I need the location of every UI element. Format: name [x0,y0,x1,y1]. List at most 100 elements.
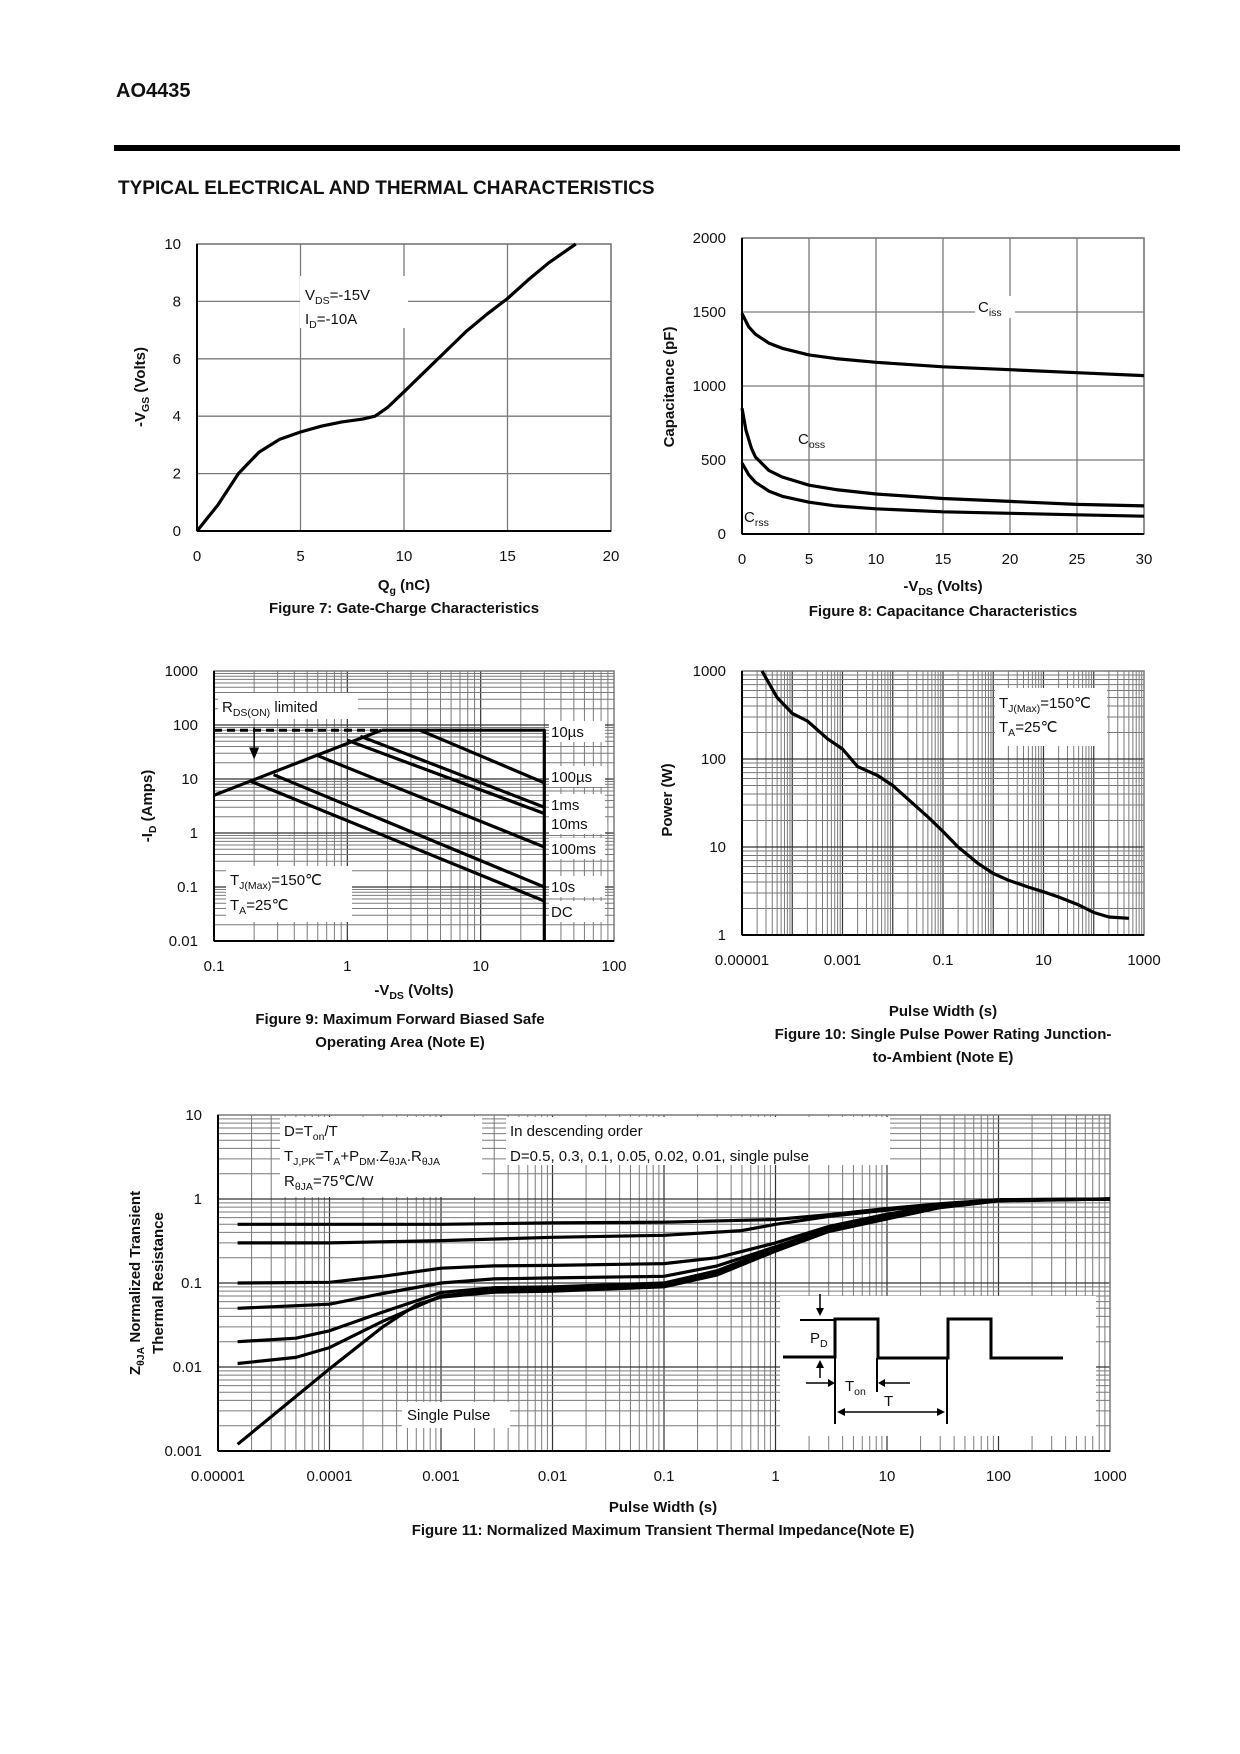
annotation-box [218,693,358,719]
series-line-0 [381,728,546,941]
series-line-3 [346,738,545,815]
series-line-6 [250,780,545,903]
x-axis-title: Pulse Width (s) [609,1499,717,1516]
text-part: Normalized Transient [127,1191,144,1347]
text-part: I [305,311,309,328]
inset-ton-label: Ton [845,1378,866,1398]
series-line-2 [359,734,545,809]
text-part: =-10A [317,311,357,328]
series-label-ciss: Ciss [978,299,1002,319]
text-part: =150℃ [271,872,322,889]
x-tick-label: 0.1 [654,1468,675,1485]
series-line-4 [317,754,545,849]
subscript: on [313,1131,325,1143]
text-part: +P [340,1148,359,1165]
annotation-box [549,721,605,742]
pulse-waveform [783,1317,1063,1360]
x-tick-label: 0.00001 [191,1468,245,1485]
subscript: A [333,1156,340,1168]
x-tick-label: 20 [603,548,620,565]
y-tick-label: 0.01 [173,1359,202,1376]
annotation-id: ID=-10A [305,311,357,331]
text-part: Z [127,1366,144,1375]
y-tick-label: 10 [181,771,198,788]
subscript: g [390,585,396,597]
annotation-ta: TA=25℃ [999,719,1057,739]
part-number: AO4435 [116,80,191,102]
x-tick-label: 0.001 [824,952,862,969]
series-line-0 [760,670,1130,920]
series-label: 10ms [551,816,588,833]
x-tick-label: 25 [1069,551,1086,568]
figure-caption: to-Ambient (Note E) [873,1049,1014,1066]
text-part: (Volts) [404,982,454,999]
text-part: =150℃ [1040,695,1091,712]
x-tick-label: 30 [1136,551,1153,568]
arrow-down-icon [249,747,260,760]
figure-8: 0 5 10 15 20 25 300500100015002000CissCossCrss… [661,230,1152,620]
annotation-rds-limited: RDS(ON) limited [222,699,318,719]
annotation-tj: TJ(Max)=150℃ [999,695,1091,715]
y-axis-title: -VGS (Volts) [132,347,152,427]
text-part: T [230,872,239,889]
text-part: V [305,287,315,304]
annotation-single-pulse: Single Pulse [407,1407,490,1424]
x-tick-label: 5 [296,548,304,565]
series-label: 10µs [551,724,584,741]
series-line-2 [740,462,1145,518]
subscript: A [1008,727,1015,739]
text-part: T [999,695,1008,712]
figure-11: 0.00001 0.0001 0.001 0.01 0.1 1 10 100 1000 0.001… [127,1107,1127,1539]
series-label-crss: Crss [744,509,769,529]
y-tick-label: 6 [173,351,181,368]
subscript: DM [359,1156,375,1168]
series-label: 100ms [551,841,596,858]
x-tick-label: 10 [868,551,885,568]
x-tick-label: 15 [935,551,952,568]
text-part: T [999,719,1008,736]
text-part: Thermal Resistance [150,1212,167,1354]
annotation-rthja: RθJA=75℃/W [284,1173,374,1193]
text-part: /T [324,1123,337,1140]
inset-pd-label: PD [810,1330,828,1350]
x-tick-label: 0.0001 [307,1468,353,1485]
subscript: J,PK [293,1156,315,1168]
y-tick-label: 4 [173,408,181,425]
series-line-0 [195,242,577,533]
series-line-1 [740,407,1145,508]
y-tick-label: 1500 [693,304,726,321]
series-line-3 [237,1197,1111,1310]
text-part: =T [315,1148,333,1165]
subscript: oss [809,439,825,451]
annotation-tj: TJ(Max)=150℃ [230,872,322,892]
y-tick-label: 1 [190,825,198,842]
annotation-box [549,766,605,787]
x-tick-label: 0.00001 [715,952,769,969]
section-title: TYPICAL ELECTRICAL AND THERMAL CHARACTER… [118,178,655,199]
figure-caption: Figure 8: Capacitance Characteristics [809,603,1077,620]
text-part: Capacitance (pF) [661,327,678,448]
text-part: (Volts) [933,578,983,595]
y-tick-label: 100 [701,751,726,768]
text-part: P [810,1330,820,1347]
y-tick-label: 0 [718,526,726,543]
text-part: R [284,1173,295,1190]
x-tick-label: 0.1 [204,958,225,975]
y-tick-label: 100 [173,717,198,734]
arrow-up-icon [816,1360,824,1368]
x-tick-label: 10 [1035,952,1052,969]
annotation-ta: TA=25℃ [230,897,288,917]
series-label: DC [551,904,573,921]
text-part: .R [407,1148,422,1165]
series-line-5 [272,773,545,889]
text-part: Single Pulse [407,1407,490,1424]
x-tick-label: 0.01 [538,1468,567,1485]
figure-caption: Figure 10: Single Pulse Power Rating Jun… [775,1026,1112,1043]
subscript: A [239,905,246,917]
y-tick-label: 0.1 [181,1275,202,1292]
annotation-box [975,296,1015,318]
x-tick-label: 1000 [1127,952,1160,969]
annotation-box [226,866,352,922]
text-part: (Amps) [139,770,156,826]
subscript: D [147,825,159,833]
